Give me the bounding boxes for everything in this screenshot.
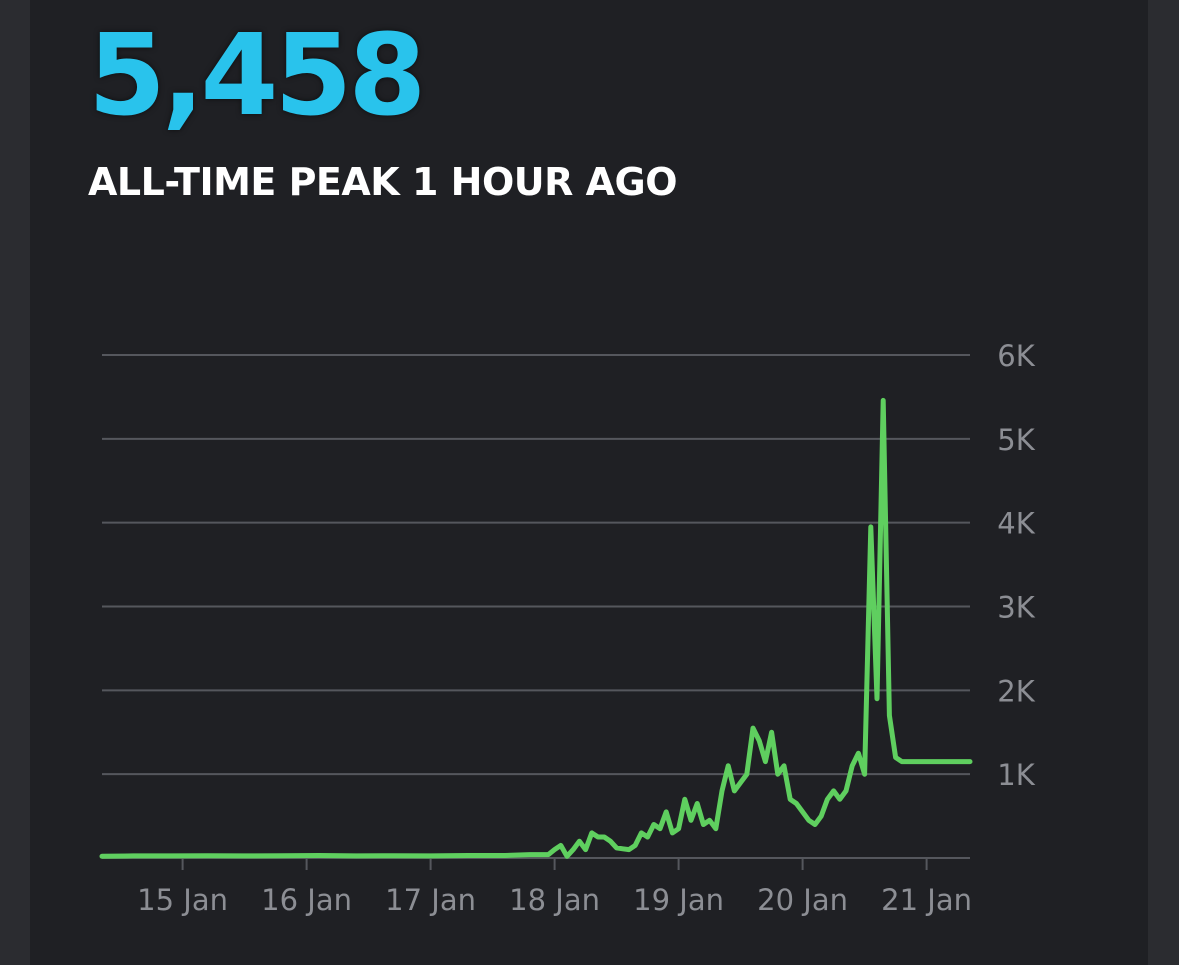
y-tick-label: 6K — [997, 339, 1035, 373]
y-tick-label: 4K — [997, 507, 1035, 541]
x-tick-label: 19 Jan — [633, 883, 724, 917]
x-tick-label: 17 Jan — [385, 883, 476, 917]
peak-player-count: 5,458 — [88, 11, 426, 141]
x-tick-label: 15 Jan — [137, 883, 228, 917]
stats-card — [30, 0, 1148, 965]
y-tick-label: 1K — [997, 758, 1035, 792]
peak-caption: ALL-TIME PEAK 1 HOUR AGO — [88, 160, 678, 204]
x-tick-label: 20 Jan — [757, 883, 848, 917]
player-count-line — [99, 397, 973, 859]
x-tick-label: 16 Jan — [261, 883, 352, 917]
y-tick-label: 5K — [997, 423, 1035, 457]
x-tick-label: 18 Jan — [509, 883, 600, 917]
y-tick-label: 3K — [997, 591, 1035, 625]
y-tick-label: 2K — [997, 674, 1035, 708]
x-tick-label: 21 Jan — [881, 883, 972, 917]
